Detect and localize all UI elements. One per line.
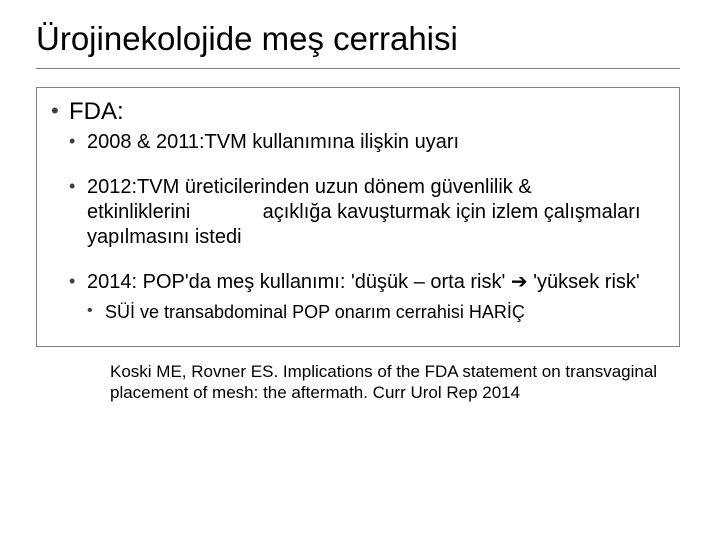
bullet-list-level2: 2008 & 2011:TVM kullanımına ilişkin uyar… bbox=[69, 130, 665, 324]
content-box: FDA: 2008 & 2011:TVM kullanımına ilişkin… bbox=[36, 87, 680, 347]
slide-container: Ürojinekolojide meş cerrahisi FDA: 2008 … bbox=[0, 0, 720, 540]
list-item: SÜİ ve transabdominal POP onarım cerrahi… bbox=[87, 301, 665, 324]
list-item: 2012:TVM üreticilerinden uzun dönem güve… bbox=[69, 175, 665, 250]
list-item: 2014: POP'da meş kullanımı: 'düşük – ort… bbox=[69, 270, 665, 324]
list-item: 2008 & 2011:TVM kullanımına ilişkin uyar… bbox=[69, 130, 665, 155]
bullet-list-level1: FDA: 2008 & 2011:TVM kullanımına ilişkin… bbox=[51, 98, 665, 324]
item-text: 2012:TVM üreticilerinden uzun dönem güve… bbox=[87, 176, 641, 248]
heading-text: FDA: bbox=[69, 98, 124, 125]
bullet-list-level3: SÜİ ve transabdominal POP onarım cerrahi… bbox=[87, 301, 665, 324]
list-item: FDA: 2008 & 2011:TVM kullanımına ilişkin… bbox=[51, 98, 665, 324]
slide-title: Ürojinekolojide meş cerrahisi bbox=[36, 20, 680, 69]
item-text: SÜİ ve transabdominal POP onarım cerrahi… bbox=[105, 302, 525, 322]
item-text: 2008 & 2011:TVM kullanımına ilişkin uyar… bbox=[87, 131, 459, 153]
citation-text: Koski ME, Rovner ES. Implications of the… bbox=[110, 361, 660, 404]
item-text: 2014: POP'da meş kullanımı: 'düşük – ort… bbox=[87, 271, 640, 293]
